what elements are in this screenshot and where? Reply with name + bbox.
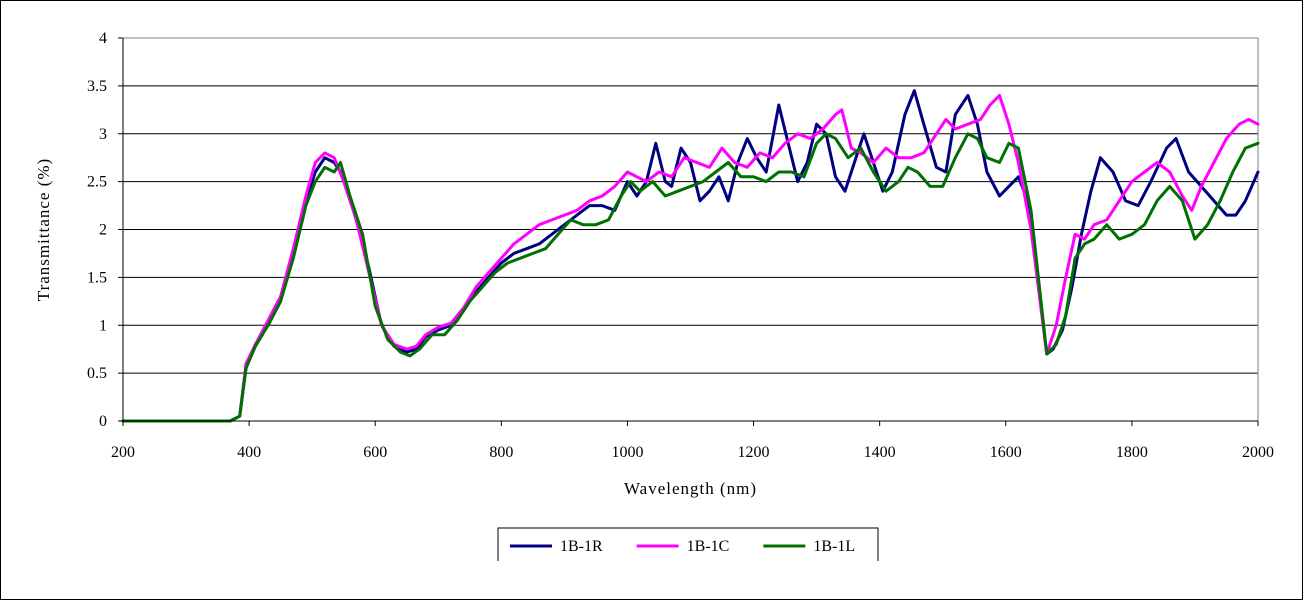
- y-tick-label: 2: [99, 222, 107, 239]
- y-tick-label: 1: [99, 317, 107, 334]
- grid-lines: [123, 85, 1258, 374]
- legend-box: [497, 527, 879, 561]
- x-tick-label: 1800: [1116, 444, 1148, 461]
- series-lines: [121, 89, 1260, 423]
- legend-label: 1B-1L: [813, 538, 855, 555]
- series-line-1b-1l: [121, 132, 1260, 423]
- x-tick-label: 800: [489, 444, 513, 461]
- x-tick-label: 1000: [611, 444, 643, 461]
- y-tick-label: 2.5: [87, 174, 107, 191]
- x-tick-label: 1600: [990, 444, 1022, 461]
- x-axis-ticks: 200 400 600 800 1000 1200 1400 1600 1800 2000: [111, 38, 1274, 461]
- y-tick-label: 3: [99, 126, 107, 143]
- y-tick-label: 4: [99, 30, 107, 47]
- y-tick-label: 0.5: [87, 365, 107, 382]
- x-tick-label: 1400: [864, 444, 896, 461]
- x-tick-label: 1200: [738, 444, 770, 461]
- y-axis-title: Transmittance (%): [34, 158, 53, 301]
- y-tick-label: 0: [99, 413, 107, 430]
- legend: 1B-1R 1B-1C 1B-1L: [497, 527, 879, 561]
- legend-label: 1B-1R: [560, 538, 603, 555]
- y-axis-ticks: 0 0.5 1 1.5 2 2.5 3 3.5 4: [87, 30, 123, 430]
- legend-label: 1B-1C: [687, 538, 730, 555]
- y-tick-label: 1.5: [87, 269, 107, 286]
- x-tick-label: 200: [111, 444, 135, 461]
- x-tick-label: 2000: [1242, 444, 1274, 461]
- y-tick-label: 3.5: [87, 78, 107, 95]
- x-axis-title: Wavelength (nm): [624, 479, 757, 498]
- transmittance-chart: 200 400 600 800 1000 1200 1400 1600 1800 2000 0 0.…: [34, 30, 1274, 561]
- x-tick-label: 400: [237, 444, 261, 461]
- x-tick-label: 600: [363, 444, 387, 461]
